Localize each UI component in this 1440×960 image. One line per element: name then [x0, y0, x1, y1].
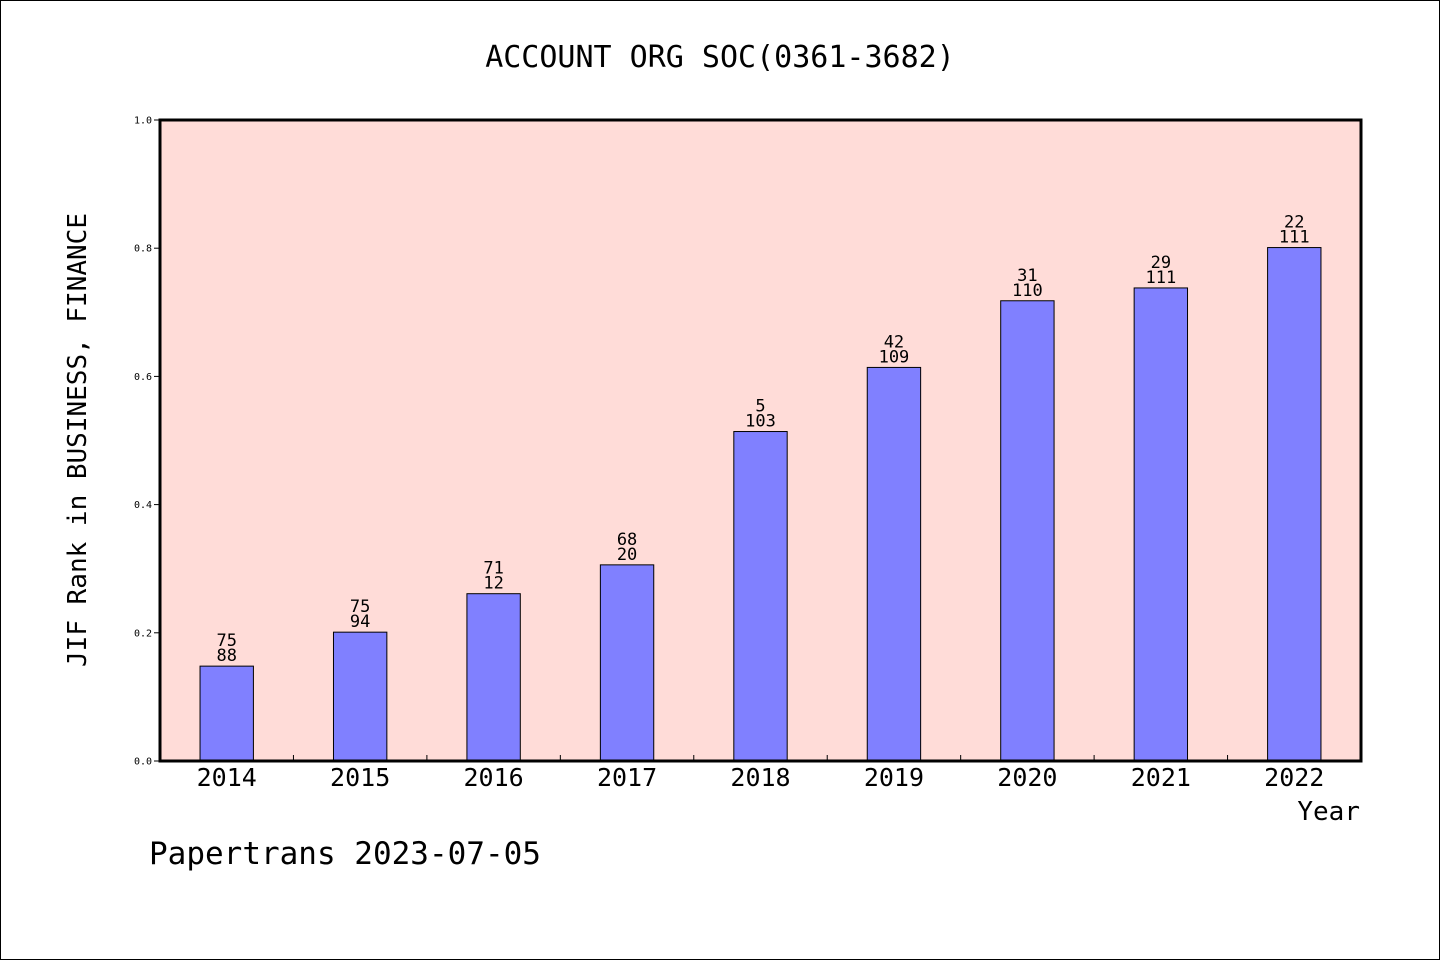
bar-2020	[1000, 300, 1055, 762]
x-tick-label: 2018	[730, 763, 790, 792]
x-tick-label: 2022	[1264, 763, 1324, 792]
bar-label-bottom: 111	[1279, 228, 1310, 248]
bar-label-top: 29	[1151, 253, 1171, 273]
y-tick-label: 1.0	[134, 116, 152, 127]
bar-2015	[332, 631, 388, 762]
bar-label-top: 75	[216, 631, 236, 651]
bar-2014	[199, 665, 254, 762]
x-axis-ticks: 2014 2015 2016 2017 2018 2019 2020 2021 2022	[197, 755, 1324, 792]
x-tick-label: 2015	[330, 763, 390, 792]
y-axis-label: JIF Rank in BUSINESS, FINANCE	[63, 213, 93, 667]
y-tick-label: 0.0	[134, 757, 152, 768]
bar-label-bottom: 88	[216, 646, 236, 666]
bar-label-bottom: 109	[879, 347, 910, 367]
bar-label-bottom: 12	[483, 574, 503, 594]
chart-title: ACCOUNT ORG SOC(0361-3682)	[485, 40, 955, 75]
bar-label-bottom: 94	[350, 612, 370, 632]
bar-label-top: 68	[617, 530, 637, 550]
x-tick-label: 2016	[464, 763, 524, 792]
bar-2022	[1267, 247, 1322, 762]
bar-2021	[1133, 287, 1189, 762]
x-tick-label: 2014	[197, 763, 257, 792]
plot-frame	[158, 118, 1363, 763]
bar-label-top: 5	[755, 397, 765, 417]
x-tick-label: 2021	[1131, 763, 1191, 792]
bar-2019	[866, 366, 922, 762]
bar-2016	[466, 593, 521, 762]
bar-2017	[599, 564, 655, 762]
y-tick-label: 0.8	[134, 244, 152, 255]
x-tick-label: 2017	[597, 763, 657, 792]
bar-label-bottom: 103	[745, 412, 776, 432]
bar-label-bottom: 111	[1145, 268, 1176, 288]
bar-label-top: 75	[350, 597, 370, 617]
y-tick-label: 0.2	[134, 628, 152, 639]
bar-label-top: 22	[1284, 213, 1304, 233]
bar-label-bottom: 110	[1012, 281, 1043, 301]
y-tick-label: 0.6	[134, 372, 152, 383]
footer-text: Papertrans 2023-07-05	[149, 836, 541, 872]
x-axis-label: Year	[1297, 797, 1360, 827]
bar-2018	[733, 431, 788, 762]
x-tick-label: 2020	[997, 763, 1057, 792]
x-tick-label: 2019	[864, 763, 924, 792]
bar-label-top: 71	[483, 559, 503, 579]
bar-label-top: 42	[884, 332, 904, 352]
bar-label-top: 31	[1017, 266, 1037, 286]
bar-label-bottom: 20	[617, 545, 637, 565]
y-tick-label: 0.4	[134, 500, 152, 511]
